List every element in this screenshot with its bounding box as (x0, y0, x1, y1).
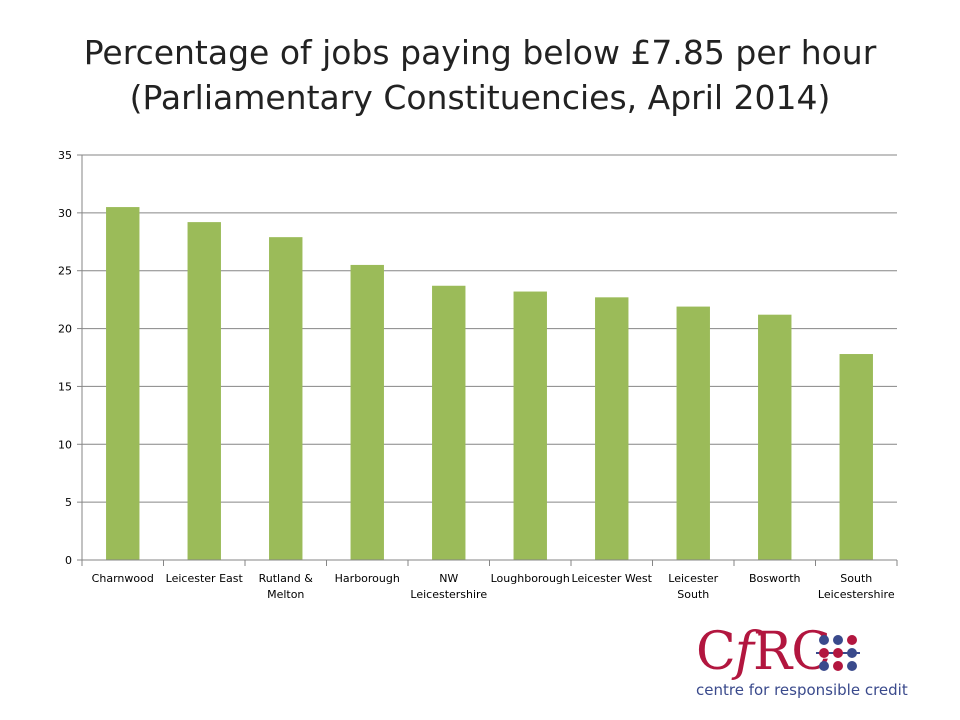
x-tick-label: Leicester West (572, 572, 653, 585)
logo-dot (847, 635, 857, 645)
chart-title-line-2: (Parliamentary Constituencies, April 201… (129, 78, 831, 117)
chart-title-line-1: Percentage of jobs paying below £7.85 pe… (83, 33, 877, 72)
x-tick-label: Charnwood (92, 572, 154, 585)
logo-mark-prefix: C (696, 622, 736, 682)
x-tick-label: South Leicestershire (818, 572, 895, 601)
logo-mark-italic: f (734, 622, 754, 682)
y-tick-label: 25 (58, 265, 72, 278)
bar-nw-leicestershire (432, 285, 466, 560)
logo-dots-icon (816, 635, 860, 671)
x-tick-label: Leicester South (668, 572, 718, 601)
y-tick-label: 5 (65, 496, 72, 509)
y-tick-label: 0 (65, 554, 72, 567)
bar-bosworth (758, 314, 792, 560)
bar-leicester-east (187, 222, 221, 560)
cfrc-logo: CfRC centre for responsible credit (696, 622, 908, 702)
x-tick-label: Leicester East (166, 572, 244, 585)
y-tick-label: 15 (58, 380, 72, 393)
bar-chart: 0 5 10 15 20 25 30 35 Charnwood Leicester East Rut… (58, 149, 898, 601)
y-tick-label: 35 (58, 149, 72, 162)
y-tick-label: 30 (58, 207, 72, 220)
x-tick-label: Harborough (335, 572, 400, 585)
logo-dot (819, 635, 829, 645)
bar-south-leicestershire (839, 354, 873, 560)
y-tick-label: 20 (58, 323, 72, 336)
bar-leicester-west (595, 297, 629, 560)
bar-loughborough (513, 291, 547, 560)
logo-dot (833, 661, 843, 671)
logo-mark: CfRC (696, 622, 831, 682)
x-tick-label: Rutland & Melton (259, 572, 314, 601)
logo-dot (819, 661, 829, 671)
x-tick-label: Loughborough (491, 572, 570, 585)
bar-harborough (350, 264, 384, 560)
logo-dot (847, 661, 857, 671)
y-tick-label: 10 (58, 438, 72, 451)
bar-leicester-south (676, 306, 710, 560)
logo-tagline: centre for responsible credit (696, 681, 908, 699)
bar-rutland-melton (269, 237, 303, 560)
x-tick-label: Bosworth (749, 572, 801, 585)
logo-dot (847, 648, 857, 658)
logo-dot (833, 648, 843, 658)
bar-charnwood (106, 207, 140, 561)
chart-title: Percentage of jobs paying below £7.85 pe… (0, 30, 960, 120)
x-tick-label: NW Leicestershire (410, 572, 487, 601)
logo-dot (833, 635, 843, 645)
logo-dot (819, 648, 829, 658)
